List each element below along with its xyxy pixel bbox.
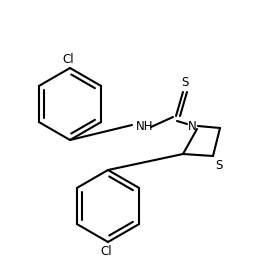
Text: S: S (215, 159, 222, 172)
Text: NH: NH (136, 120, 154, 134)
Text: S: S (181, 76, 189, 89)
Text: Cl: Cl (62, 53, 74, 66)
Text: N: N (188, 119, 196, 132)
Text: Cl: Cl (100, 245, 112, 258)
